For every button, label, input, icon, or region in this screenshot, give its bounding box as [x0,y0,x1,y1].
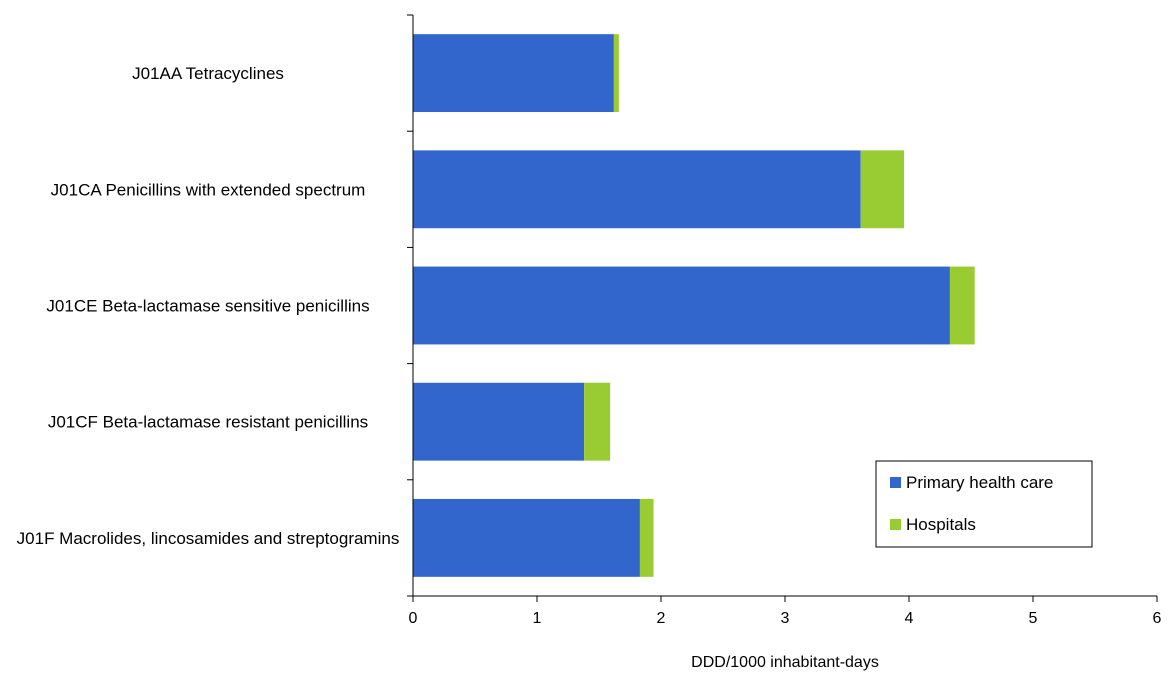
bar-primary-2 [413,266,950,345]
category-label-3: J01CF Beta-lactamase resistant penicilli… [48,413,368,432]
legend-box [875,460,1093,548]
legend: Primary health care Hospitals [875,460,1093,548]
bar-hospitals-1 [860,150,905,229]
bar-hospitals-0 [613,34,619,113]
bar-primary-0 [413,34,614,113]
x-tick-label-4: 4 [905,610,914,627]
x-axis-title: DDD/1000 inhabitant-days [691,654,879,671]
category-label-4: J01F Macrolides, lincosamides and strept… [17,529,400,548]
x-tick-label-5: 5 [1029,610,1038,627]
x-tick-labels: 0 1 2 3 4 5 6 [409,610,1162,627]
bar-primary-4 [413,498,640,577]
category-label-1: J01CA Penicillins with extended spectrum [51,180,366,199]
legend-label-1: Hospitals [906,515,976,534]
x-tick-label-1: 1 [533,610,542,627]
x-tick-label-0: 0 [409,610,418,627]
x-tick-label-6: 6 [1153,610,1162,627]
legend-label-0: Primary health care [906,473,1053,492]
category-label-0: J01AA Tetracyclines [132,64,284,83]
legend-swatch-1 [890,519,901,530]
bar-primary-3 [413,382,585,461]
x-tick-label-3: 3 [781,610,790,627]
bar-hospitals-4 [639,498,654,577]
x-tick-label-2: 2 [657,610,666,627]
bar-hospitals-2 [949,266,975,345]
bars-layer [413,34,975,577]
category-label-2: J01CE Beta-lactamase sensitive penicilli… [46,297,369,316]
category-labels: J01AA Tetracyclines J01CA Penicillins wit… [17,64,400,548]
legend-swatch-0 [890,477,901,488]
axes-layer [407,14,1158,602]
bar-hospitals-3 [584,382,611,461]
bar-primary-1 [413,150,861,229]
